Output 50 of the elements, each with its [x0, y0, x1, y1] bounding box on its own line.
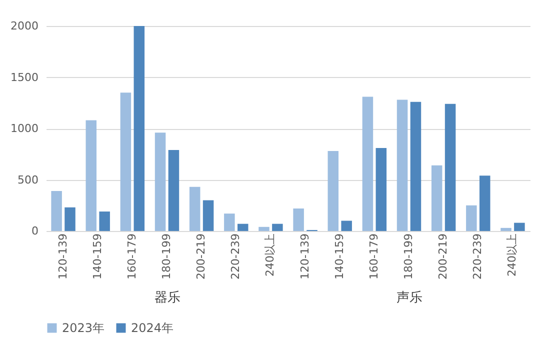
bar: [396, 100, 408, 231]
x-tick-label: 180-199: [160, 234, 173, 280]
bar: [202, 200, 214, 231]
bar: [479, 176, 490, 231]
bar: [376, 148, 387, 231]
bar: [466, 205, 477, 231]
bar: [272, 224, 283, 231]
bar: [168, 150, 180, 231]
x-tick-label: 120-139: [56, 234, 70, 280]
y-tick-label: 500: [18, 173, 38, 186]
x-tick-label: 200-219: [436, 234, 450, 280]
x-tick-label: 240以上: [264, 234, 277, 276]
bar: [514, 222, 525, 231]
x-axis-title: 声乐: [396, 290, 422, 306]
bar: [120, 92, 132, 231]
bar: [362, 96, 374, 231]
bar: [431, 165, 442, 231]
bar: [154, 132, 166, 231]
bar: [64, 207, 76, 231]
y-tick-label: 1000: [10, 122, 38, 135]
bar: [500, 228, 512, 231]
legend-label: 2024年: [131, 321, 174, 335]
bar: [99, 212, 110, 231]
bar: [293, 208, 304, 231]
y-tick-label: 2000: [10, 20, 38, 32]
bar: [224, 214, 235, 231]
y-tick-label: 0: [32, 224, 38, 238]
bar: [189, 186, 200, 231]
x-tick-label: 160-179: [125, 234, 138, 280]
bar: [258, 226, 270, 231]
bar: [328, 151, 339, 231]
y-tick-label: 1500: [10, 70, 38, 84]
bar: [341, 220, 352, 231]
x-tick-label: 220-239: [471, 234, 484, 280]
bar: [410, 102, 422, 231]
x-tick-label: 240以上: [506, 234, 519, 276]
x-tick-label: 200-219: [194, 234, 208, 280]
x-tick-label: 180-199: [402, 234, 415, 280]
bar: [134, 26, 145, 231]
x-tick-label: 140-159: [90, 234, 104, 280]
x-tick-label: 120-139: [298, 234, 312, 280]
x-tick-label: 160-179: [367, 234, 380, 280]
bar: [237, 224, 248, 231]
x-axis-title: 器乐: [154, 290, 180, 306]
x-tick-label: 220-239: [229, 234, 242, 280]
x-tick-label: 140-159: [332, 234, 346, 280]
bar: [444, 104, 456, 231]
legend-label: 2023年: [62, 321, 105, 335]
bar: [51, 191, 62, 231]
bar: [86, 120, 97, 231]
